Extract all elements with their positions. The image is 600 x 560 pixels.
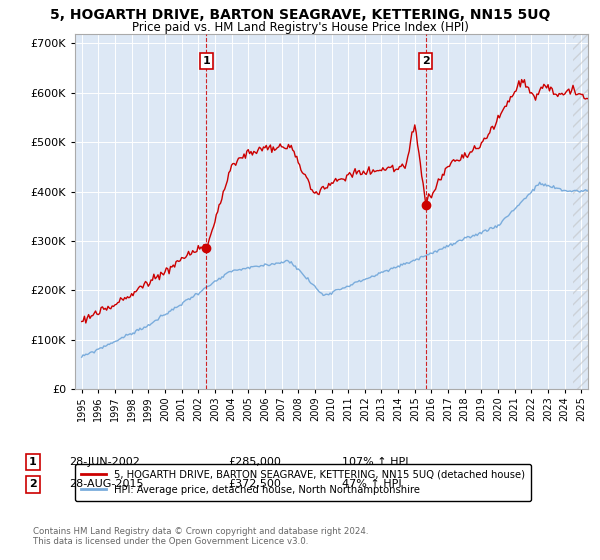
Text: 107% ↑ HPI: 107% ↑ HPI	[342, 457, 409, 467]
Text: 2: 2	[29, 479, 37, 489]
Legend: 5, HOGARTH DRIVE, BARTON SEAGRAVE, KETTERING, NN15 5UQ (detached house), HPI: Av: 5, HOGARTH DRIVE, BARTON SEAGRAVE, KETTE…	[75, 464, 531, 501]
Text: £372,500: £372,500	[228, 479, 281, 489]
Text: 1: 1	[29, 457, 37, 467]
Text: Price paid vs. HM Land Registry's House Price Index (HPI): Price paid vs. HM Land Registry's House …	[131, 21, 469, 34]
Text: 28-AUG-2015: 28-AUG-2015	[69, 479, 143, 489]
Text: 5, HOGARTH DRIVE, BARTON SEAGRAVE, KETTERING, NN15 5UQ: 5, HOGARTH DRIVE, BARTON SEAGRAVE, KETTE…	[50, 8, 550, 22]
Text: Contains HM Land Registry data © Crown copyright and database right 2024.
This d: Contains HM Land Registry data © Crown c…	[33, 526, 368, 546]
Text: £285,000: £285,000	[228, 457, 281, 467]
Text: 47% ↑ HPI: 47% ↑ HPI	[342, 479, 401, 489]
Text: 28-JUN-2002: 28-JUN-2002	[69, 457, 140, 467]
Text: 1: 1	[203, 56, 210, 66]
Text: 2: 2	[422, 56, 430, 66]
